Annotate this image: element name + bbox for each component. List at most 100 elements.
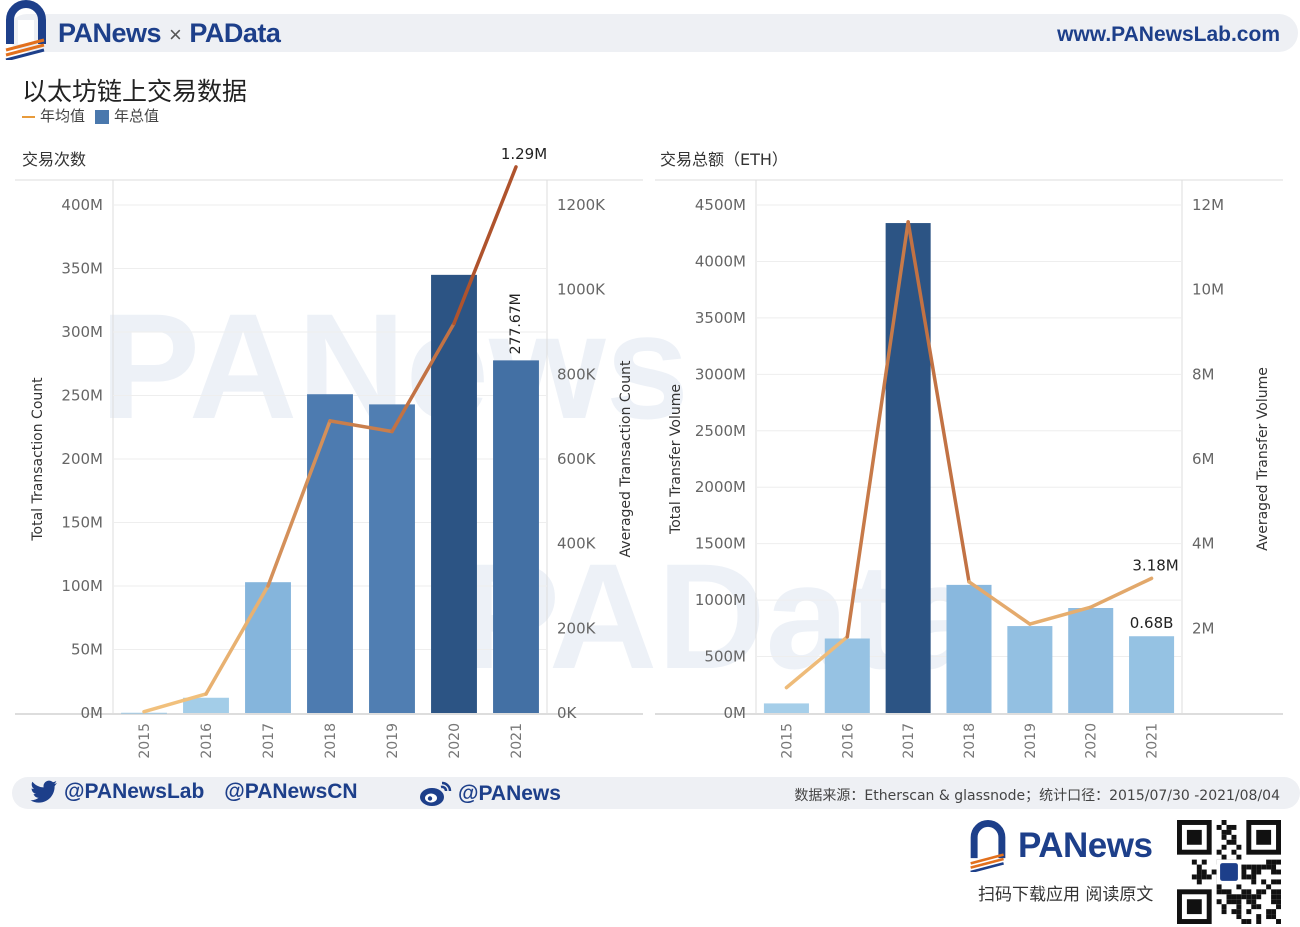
qr-module (1251, 894, 1257, 900)
x-tick-label: 2020 (447, 723, 463, 759)
qr-code-icon[interactable] (1176, 820, 1282, 924)
qr-module (1256, 914, 1262, 920)
qr-module (1236, 884, 1242, 890)
qr-module (1221, 844, 1227, 850)
legend-line-label: 年均值 (40, 107, 86, 125)
qr-module (1216, 889, 1222, 895)
qr-module (1221, 889, 1227, 895)
line-segment (967, 580, 1032, 626)
qr-module (1236, 909, 1242, 915)
twitter-handles: @PANewsLab @PANewsCN (30, 780, 358, 804)
qr-module (1241, 864, 1247, 870)
twitter-handle-2[interactable]: @PANewsCN (224, 780, 358, 803)
y-tick-label: 2000M (695, 478, 746, 496)
qr-module (1276, 859, 1281, 865)
qr-module (1256, 904, 1262, 910)
y2-tick-label: 400K (557, 535, 597, 553)
page-title: 以太坊链上交易数据 (22, 77, 248, 106)
x-tick-label: 2017 (261, 723, 277, 759)
bar-data-label: 277.67M (508, 293, 524, 354)
bar-data-label: 0.68B (1130, 614, 1174, 632)
y2-tick-label: 8M (1192, 365, 1215, 383)
y-tick-label: 350M (61, 260, 103, 278)
qr-module (1196, 864, 1202, 870)
qr-module (1241, 889, 1247, 895)
brand-panews: PANews (58, 18, 162, 48)
y-tick-label: 2500M (695, 422, 746, 440)
qr-module (1241, 919, 1247, 924)
header-bar (8, 14, 1298, 52)
y-tick-label: 200M (61, 450, 103, 468)
qr-module (1251, 874, 1257, 880)
bar (1129, 636, 1175, 713)
y2-tick-label: 600K (557, 450, 597, 468)
line-data-label: 1.29M (501, 145, 547, 163)
qr-module (1231, 909, 1237, 915)
qr-module (1201, 869, 1207, 875)
qr-module (1276, 904, 1281, 910)
weibo-icon (420, 781, 452, 806)
y2-tick-label: 1200K (557, 196, 606, 214)
qr-module (1256, 894, 1262, 900)
line-segment (1088, 576, 1154, 609)
transfer-volume-chart: 0M 500M 1000M 1500M 2000M 2500M 3000M 3500M 4000… (655, 179, 1283, 759)
line-segment (906, 220, 971, 584)
y-tick-label: 250M (61, 387, 103, 405)
line-segment (266, 419, 332, 588)
qr-module (1231, 839, 1237, 845)
qr-module (1226, 889, 1232, 895)
qr-module (1256, 869, 1262, 875)
qr-module (1266, 859, 1272, 865)
legend-line-item: 年均值 (22, 105, 85, 126)
x-tick-label: 2019 (1023, 723, 1039, 759)
x-tick-label: 2021 (1145, 723, 1161, 759)
qr-module (1226, 829, 1232, 835)
line-segment (784, 635, 850, 690)
qr-module (1196, 879, 1202, 885)
qr-module (1276, 899, 1281, 905)
qr-module (1236, 914, 1242, 920)
bar (1068, 608, 1114, 713)
qr-module (1246, 919, 1252, 924)
qr-module (1226, 839, 1232, 845)
weibo-handle-text[interactable]: @PANews (458, 782, 561, 805)
qr-module (1251, 879, 1257, 885)
qr-module (1231, 834, 1237, 840)
bar (431, 274, 477, 713)
qr-module (1231, 899, 1237, 905)
y-tick-label: 1000M (695, 591, 746, 609)
y2-tick-label: 1000K (557, 281, 606, 299)
website-link[interactable]: www.PANewsLab.com (1057, 23, 1280, 46)
qr-module (1266, 914, 1272, 920)
qr-module (1201, 859, 1207, 865)
y-axis-title: Total Transaction Count (30, 377, 46, 542)
data-source-note: 数据来源：Etherscan & glassnode；统计口径：2015/07/… (794, 788, 1280, 804)
legend-bar-swatch (95, 109, 110, 124)
y2-tick-label: 2M (1192, 619, 1215, 637)
qr-module (1271, 909, 1277, 915)
qr-module (1276, 869, 1281, 875)
line-segment (1028, 605, 1093, 626)
bar (763, 703, 809, 713)
legend-line-swatch (22, 115, 35, 118)
twitter-handle-1[interactable]: @PANewsLab (64, 780, 205, 803)
qr-module (1236, 844, 1242, 850)
qr-module (1196, 874, 1202, 880)
y-tick-label: 300M (61, 323, 103, 341)
line-data-label: 3.18M (1132, 556, 1178, 574)
y2-axis-title: Averaged Transfer Volume (1255, 367, 1271, 551)
chart-2-subtitle: 交易总额（ETH） (660, 150, 788, 169)
y2-tick-label: 0K (557, 704, 578, 722)
qr-module (1251, 869, 1257, 875)
qr-module (1256, 889, 1262, 895)
qr-module (1231, 894, 1237, 900)
qr-module (1236, 899, 1242, 905)
bar (369, 404, 415, 713)
qr-module (1241, 894, 1247, 900)
qr-module (1206, 874, 1212, 880)
y-tick-label: 0M (724, 704, 747, 722)
qr-module (1246, 889, 1252, 895)
qr-module (1271, 914, 1277, 920)
x-tick-label: 2018 (323, 723, 339, 759)
bar (183, 697, 229, 713)
